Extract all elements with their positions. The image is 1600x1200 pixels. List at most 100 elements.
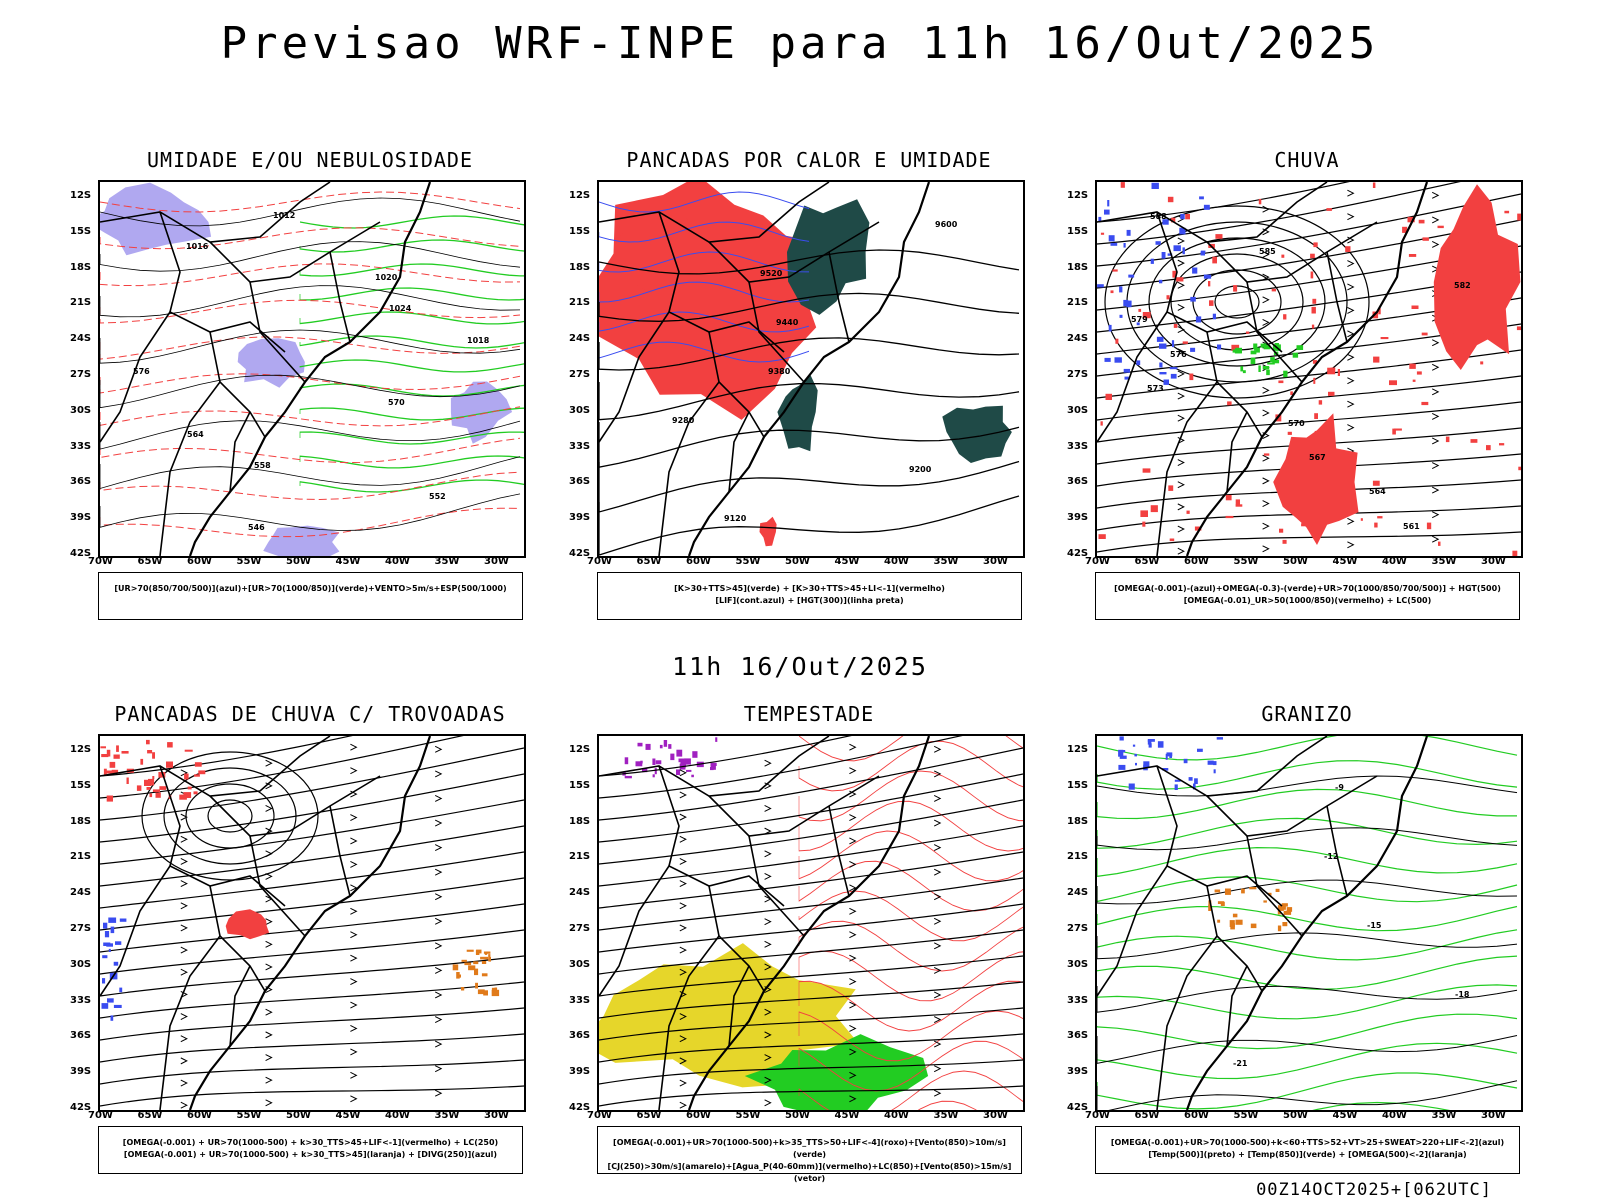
lon-tick-label: 30W (484, 1110, 509, 1121)
lon-tick-label: 65W (137, 556, 163, 567)
lifted-index-contours (599, 191, 810, 363)
lon-tick-label: 70W (88, 1110, 113, 1121)
svg-text:9280: 9280 (672, 416, 695, 425)
lon-tick-label: 65W (636, 556, 662, 567)
lat-tick-label: 15S (1067, 225, 1089, 237)
lat-tick-label: 12S (70, 744, 92, 755)
panel-legend: [OMEGA(-0.001)+UR>70(1000-500)+k<60+TTS>… (1095, 1126, 1520, 1174)
svg-text:564: 564 (187, 430, 204, 439)
lon-tick-label: 35W (933, 1110, 959, 1121)
lat-tick-label: 24S (569, 333, 591, 345)
lat-tick-label: 18S (70, 261, 92, 273)
lon-tick-label: 50W (785, 556, 810, 567)
lon-tick-label: 60W (1184, 1110, 1209, 1121)
red-storm-area (225, 909, 270, 940)
svg-text:561: 561 (1403, 522, 1420, 531)
svg-text:564: 564 (1369, 487, 1386, 496)
forecast-map (98, 734, 526, 1112)
lat-tick-label: 21S (70, 297, 92, 309)
lon-tick-label: 30W (1481, 1110, 1506, 1121)
continent-borders (1097, 736, 1429, 1110)
lon-tick-label: 70W (587, 556, 612, 567)
lon-tick-label: 50W (1283, 556, 1308, 567)
lat-tick-label: 30S (1067, 404, 1089, 416)
page-title: Previsao WRF-INPE para 11h 16/Out/2025 (220, 18, 1380, 69)
svg-text:-12: -12 (1324, 852, 1338, 861)
lon-tick-label: 45W (1332, 1110, 1358, 1121)
lat-tick-label: 33S (1067, 994, 1089, 1006)
lon-tick-label: 35W (1431, 556, 1457, 567)
red-instability-area (759, 516, 777, 547)
lat-tick-label: 12S (1067, 744, 1089, 755)
svg-text:9520: 9520 (760, 269, 783, 278)
lavender-humidity-area (100, 182, 212, 256)
lon-tick-label: 30W (983, 556, 1008, 567)
lon-tick-label: 55W (236, 556, 262, 567)
svg-text:9440: 9440 (776, 318, 799, 327)
svg-text:-9: -9 (1335, 783, 1344, 792)
lon-tick-label: 40W (884, 1110, 909, 1121)
blue-omega-speckles (1097, 182, 1222, 385)
lat-tick-label: 39S (70, 1066, 92, 1078)
lat-tick-label: 18S (1067, 815, 1089, 827)
lat-tick-label: 24S (70, 333, 92, 345)
lon-tick-label: 35W (1431, 1110, 1457, 1121)
panel-legend: [UR>70(850/700/500)](azul)+[UR>70(1000/8… (98, 572, 523, 620)
forecast-map: 1012 1016 1020 1024 1018 576 570 564 558 552 546 (98, 180, 526, 558)
lat-tick-label: 27S (569, 923, 591, 934)
panel-title: PANCADAS DE CHUVA C/ TROVOADAS (114, 702, 506, 726)
lon-tick-label: 65W (1134, 556, 1160, 567)
lat-tick-label: 15S (70, 779, 92, 791)
lon-tick-label: 60W (686, 1110, 711, 1121)
run-info-label: 00Z14OCT2025+[062UTC] (1256, 1180, 1492, 1200)
lon-tick-label: 60W (187, 1110, 212, 1121)
lat-tick-label: 36S (70, 1030, 92, 1042)
lat-tick-label: 18S (569, 815, 591, 827)
blue-divergence-speckles (101, 917, 127, 1021)
lat-tick-label: 42S (70, 548, 92, 559)
forecast-time-label: 11h 16/Out/2025 (672, 652, 928, 681)
lat-tick-label: 12S (1067, 190, 1089, 201)
lon-tick-label: 45W (834, 556, 860, 567)
forecast-map: 588 585 582 579 576 573 570 567 564 561 (1095, 180, 1523, 558)
lat-tick-label: 33S (569, 440, 591, 452)
lat-tick-label: 39S (569, 1066, 591, 1078)
lat-tick-label: 12S (70, 190, 92, 201)
lon-tick-label: 30W (484, 556, 509, 567)
lat-tick-label: 33S (569, 994, 591, 1006)
lat-tick-label: 21S (569, 851, 591, 863)
streamlines (100, 736, 524, 1109)
svg-text:-18: -18 (1455, 990, 1470, 999)
lavender-humidity-area (263, 525, 340, 556)
red-thickness-contours (100, 191, 521, 538)
lon-tick-label: 55W (735, 556, 761, 567)
lat-tick-label: 30S (70, 958, 92, 970)
lat-tick-label: 42S (569, 1102, 591, 1113)
continent-borders (599, 182, 931, 556)
lat-tick-label: 36S (569, 476, 591, 488)
hgt300-contours (599, 249, 1020, 556)
lat-tick-label: 15S (569, 779, 591, 791)
svg-text:567: 567 (1309, 453, 1326, 462)
svg-text:582: 582 (1454, 281, 1471, 290)
lon-tick-label: 50W (286, 1110, 311, 1121)
contour-labels: 588 585 582 579 576 573 570 567 564 561 (1131, 212, 1471, 531)
lon-tick-label: 55W (735, 1110, 761, 1121)
legend-line-2: [CJ(250)>30m/s](amarelo)+[Agua_P(40-60mm… (607, 1162, 1012, 1183)
orange-storm-speckles (452, 949, 500, 997)
svg-text:546: 546 (248, 523, 265, 532)
lon-tick-label: 35W (933, 556, 959, 567)
lat-tick-label: 30S (569, 958, 591, 970)
lon-tick-label: 40W (385, 1110, 410, 1121)
lat-tick-label: 39S (569, 512, 591, 524)
panel-title: PANCADAS POR CALOR E UMIDADE (626, 148, 992, 172)
continent-borders (100, 736, 432, 1110)
lat-tick-label: 36S (1067, 476, 1089, 488)
svg-text:576: 576 (133, 367, 150, 376)
svg-text:576: 576 (1170, 350, 1187, 359)
forecast-map: 9600 9520 9440 9380 9280 9200 9120 (597, 180, 1025, 558)
lat-tick-label: 30S (569, 404, 591, 416)
lon-tick-label: 45W (335, 556, 361, 567)
lat-tick-label: 27S (70, 369, 92, 380)
lat-tick-label: 21S (1067, 851, 1089, 863)
